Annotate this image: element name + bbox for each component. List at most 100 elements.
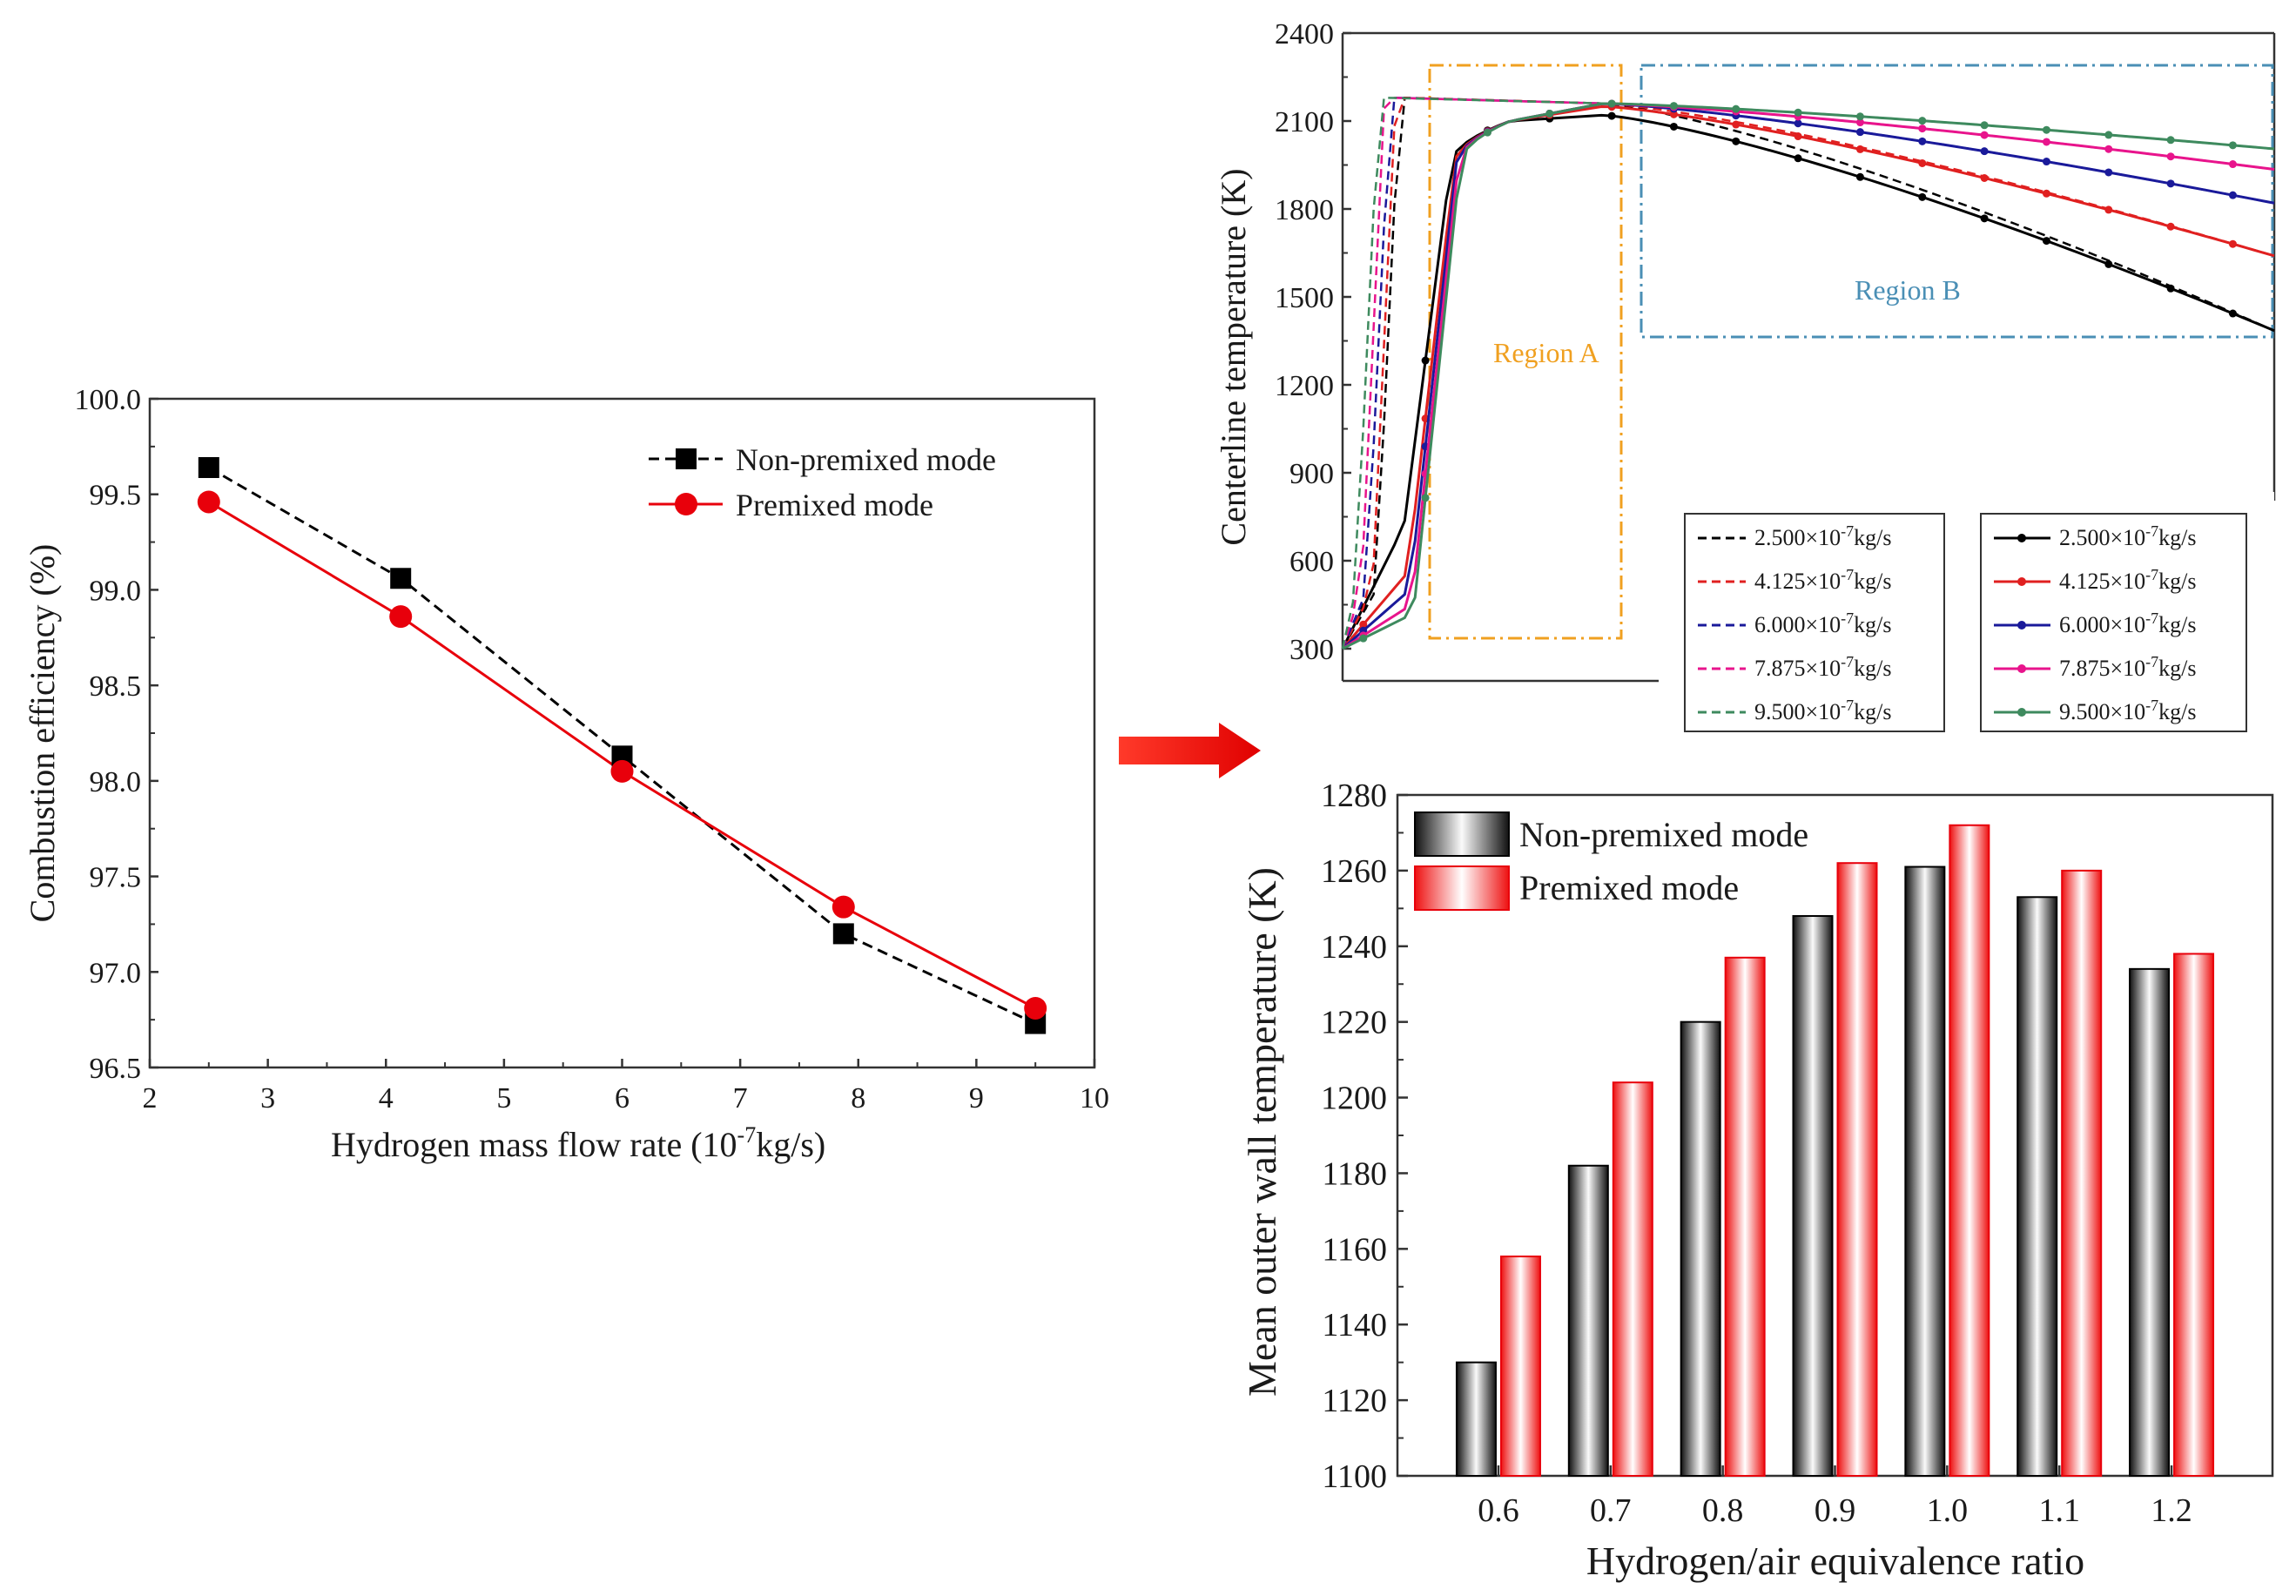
efficiency-y-tick-label: 99.0 xyxy=(90,575,142,607)
wall-x-tick-label: 0.7 xyxy=(1590,1492,1632,1529)
efficiency-point-nonpremixed xyxy=(390,568,412,589)
centerline-ticks: 300 600 900 1200 1500 1800 2100 2400 xyxy=(1275,18,1351,666)
centerline-legend-label-solid: 4.125×10-7kg/s xyxy=(2059,566,2197,594)
centerline-series-marker xyxy=(1359,620,1368,629)
centerline-y-tick-label: 300 xyxy=(1289,634,1334,666)
centerline-legend-label-solid: 2.500×10-7kg/s xyxy=(2059,522,2197,550)
centerline-series-marker xyxy=(1794,154,1802,163)
centerline-series-dashed xyxy=(1341,96,2275,650)
centerline-series-dashed xyxy=(1341,96,2275,650)
efficiency-x-tick-label: 2 xyxy=(143,1082,158,1115)
efficiency-x-axis-label: Hydrogen mass flow rate (10-7kg/s) xyxy=(331,1122,825,1164)
centerline-series-marker xyxy=(1545,109,1554,118)
efficiency-x-axis-label-exp: -7 xyxy=(737,1122,757,1148)
centerline-series-marker xyxy=(1980,147,1989,156)
centerline-series-marker xyxy=(1732,137,1741,145)
centerline-series-marker xyxy=(1669,110,1678,118)
wall-bar-premixed xyxy=(1724,956,1766,1478)
efficiency-y-tick-label: 100.0 xyxy=(75,384,142,416)
centerline-chart: 300 600 900 1200 1500 1800 2100 2400 Region A R… xyxy=(1214,18,2276,744)
centerline-legend-background xyxy=(1663,492,2274,744)
wall-bar-premixed xyxy=(2173,953,2215,1477)
efficiency-y-tick-label: 96.5 xyxy=(90,1053,142,1085)
centerline-series-marker xyxy=(2166,179,2175,188)
wall-y-tick-label: 1260 xyxy=(1321,853,1387,890)
centerline-series-marker xyxy=(2104,205,2113,214)
centerline-series-marker xyxy=(2166,136,2175,145)
wall-legend-swatch-nonpremixed xyxy=(1414,811,1510,857)
wall-bar-nonpremixed xyxy=(1567,1164,1609,1478)
centerline-series-marker xyxy=(2104,145,2113,153)
centerline-series-marker xyxy=(2166,152,2175,161)
wall-legend-label-nonpremixed: Non-premixed mode xyxy=(1519,815,1808,854)
centerline-legend-label-dashed: 9.500×10-7kg/s xyxy=(1754,697,1892,724)
centerline-series-marker xyxy=(1794,132,1802,141)
efficiency-y-tick-label: 98.0 xyxy=(90,766,142,798)
arrow-icon xyxy=(1119,723,1261,778)
region-b-box xyxy=(1640,64,2274,339)
efficiency-x-tick-label: 3 xyxy=(260,1082,275,1115)
wall-y-tick-label: 1140 xyxy=(1322,1307,1387,1343)
wall-bar-nonpremixed xyxy=(1792,915,1834,1477)
efficiency-legend-label-nonpremixed: Non-premixed mode xyxy=(736,442,996,477)
wall-y-tick-label: 1280 xyxy=(1321,778,1387,814)
efficiency-x-tick-label: 4 xyxy=(379,1082,394,1115)
centerline-series-marker xyxy=(1918,192,1927,201)
centerline-series-marker xyxy=(1980,173,1989,182)
efficiency-point-premixed xyxy=(610,759,634,783)
efficiency-point-premixed xyxy=(389,605,413,629)
centerline-series-marker xyxy=(2228,160,2237,169)
centerline-series-marker xyxy=(2228,141,2237,150)
efficiency-point-premixed xyxy=(197,490,220,514)
efficiency-x-axis-label-unit: kg/s) xyxy=(756,1125,825,1164)
centerline-series-marker xyxy=(1732,104,1741,113)
wall-x-tick-label: 0.9 xyxy=(1815,1492,1856,1529)
wall-ticks: 1100 1120 1140 1160 1180 1200 1220 1240 1260 1280… xyxy=(1321,778,2192,1529)
wall-bar-premixed xyxy=(1949,824,1990,1477)
efficiency-legend-marker-nonpremixed xyxy=(676,448,697,469)
centerline-series-marker xyxy=(1607,99,1616,108)
centerline-series xyxy=(1341,96,2275,650)
wall-y-tick-label: 1240 xyxy=(1321,929,1387,966)
wall-bar-nonpremixed xyxy=(1904,865,1946,1477)
centerline-series-marker xyxy=(2042,138,2050,146)
efficiency-ticks: 2 3 4 5 6 7 8 9 10 96.5 97.0 97.5 98.0 98.5 99.0 99.5 10… xyxy=(75,384,1110,1115)
efficiency-point-nonpremixed xyxy=(198,456,219,478)
centerline-series-marker xyxy=(2042,189,2050,198)
wall-bar-nonpremixed xyxy=(1455,1361,1497,1477)
centerline-series-marker xyxy=(2042,125,2050,134)
wall-bar-premixed xyxy=(1836,862,1878,1477)
efficiency-plot-frame xyxy=(148,397,1096,1069)
efficiency-point-premixed xyxy=(832,895,855,919)
wall-bar-nonpremixed xyxy=(1680,1020,1721,1477)
wall-y-axis-label: Mean outer wall temperature (K) xyxy=(1240,867,1284,1397)
region-a-box xyxy=(1428,64,1623,640)
centerline-legend-marker xyxy=(2017,664,2026,673)
wall-y-tick-label: 1180 xyxy=(1322,1155,1387,1192)
wall-legend-swatch-premixed xyxy=(1414,865,1510,911)
efficiency-y-tick-label: 98.5 xyxy=(90,670,142,703)
centerline-series-marker xyxy=(2166,222,2175,231)
efficiency-chart: 2 3 4 5 6 7 8 9 10 96.5 97.0 97.5 98.0 98.5 99.0 99.5 10… xyxy=(23,384,1109,1164)
efficiency-x-tick-label: 5 xyxy=(496,1082,511,1115)
wall-x-tick-label: 0.8 xyxy=(1702,1492,1744,1529)
centerline-series-marker xyxy=(1918,158,1927,167)
centerline-series-marker xyxy=(1855,112,1864,121)
wall-legend: Non-premixed mode Premixed mode xyxy=(1414,811,1808,911)
centerline-series-marker xyxy=(1732,120,1741,129)
centerline-legend-label-solid: 6.000×10-7kg/s xyxy=(2059,609,2197,637)
centerline-series-marker xyxy=(1669,122,1678,131)
wall-legend-label-premixed: Premixed mode xyxy=(1519,868,1739,907)
centerline-series-marker xyxy=(1359,634,1368,643)
efficiency-x-axis-label-main: Hydrogen mass flow rate (10 xyxy=(331,1125,737,1164)
centerline-series-marker xyxy=(1421,356,1430,365)
centerline-legend-label-dashed: 4.125×10-7kg/s xyxy=(1754,566,1892,594)
centerline-series-marker xyxy=(2104,168,2113,177)
efficiency-y-tick-label: 97.0 xyxy=(90,957,142,989)
centerline-y-tick-label: 1200 xyxy=(1275,370,1334,402)
centerline-legend-items: 2.500×10-7kg/s 2.500×10-7kg/s 4.125×10-7kg… xyxy=(1698,522,2197,724)
efficiency-series xyxy=(197,456,1047,1034)
centerline-y-tick-label: 1500 xyxy=(1275,282,1334,314)
centerline-series-marker xyxy=(2166,284,2175,293)
centerline-series-dashed xyxy=(1341,97,2275,650)
